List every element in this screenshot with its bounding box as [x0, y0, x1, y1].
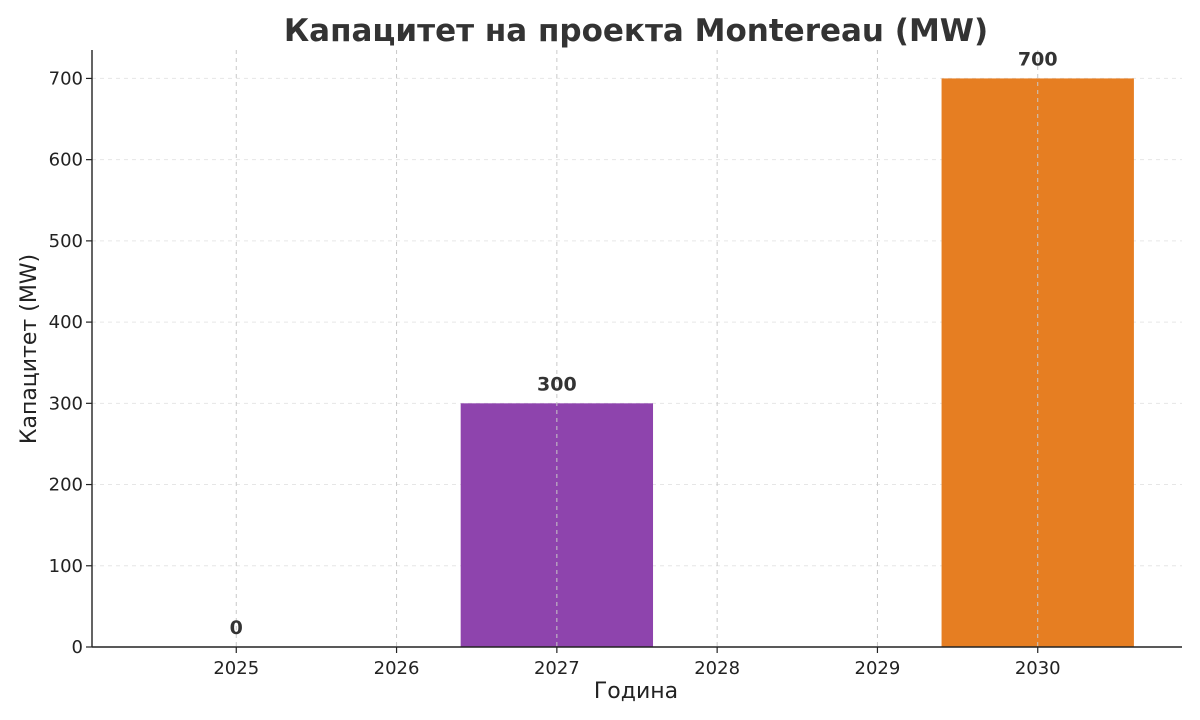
- x-tick-label-2029: 2029: [855, 658, 901, 679]
- bars: [460, 78, 1134, 647]
- y-tick-label-0: 0: [72, 637, 83, 658]
- y-tick-label-300: 300: [49, 393, 83, 414]
- y-tick-label-400: 400: [49, 312, 83, 333]
- y-tick-label-200: 200: [49, 475, 83, 496]
- x-tick-label-2027: 2027: [534, 658, 580, 679]
- axes: 0 100 200 300 400 500 600 700 2025 2026 2027 2028 20…: [49, 50, 1182, 679]
- y-tick-label-700: 700: [49, 68, 83, 89]
- y-axis-label: Капацитет (MW): [17, 254, 42, 444]
- data-label-2030: 700: [1018, 48, 1058, 70]
- x-tick-label-2028: 2028: [694, 658, 740, 679]
- x-tick-label-2026: 2026: [374, 658, 420, 679]
- data-label-2025: 0: [230, 617, 243, 639]
- y-tick-label-600: 600: [49, 150, 83, 171]
- y-tick-label-500: 500: [49, 231, 83, 252]
- chart-title: Капацитет на проекта Montereau (MW): [284, 13, 988, 49]
- y-tick-label-100: 100: [49, 556, 83, 577]
- x-axis-label: Година: [594, 679, 678, 704]
- labels: 0 300 700: [230, 48, 1058, 647]
- x-tick-label-2025: 2025: [213, 658, 259, 679]
- data-label-2027: 300: [537, 373, 577, 395]
- x-tick-label-2030: 2030: [1015, 658, 1061, 679]
